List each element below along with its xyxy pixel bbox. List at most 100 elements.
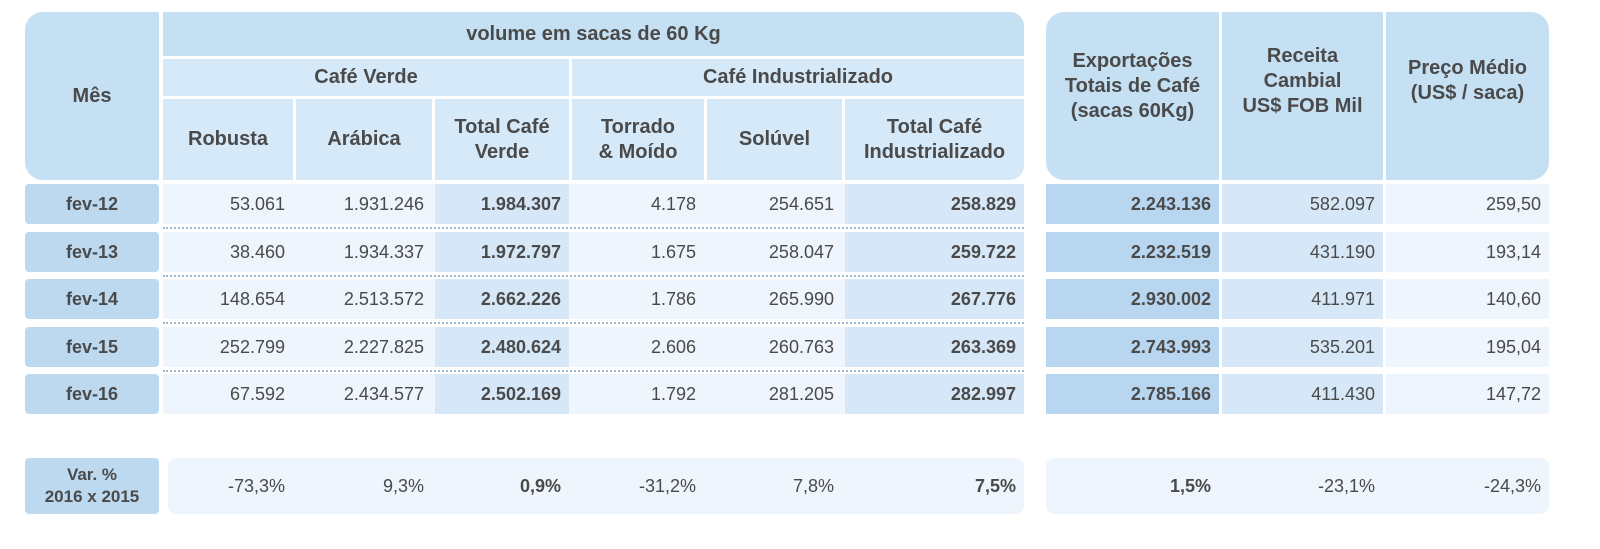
header-exportacoes: Exportações Totais de Café (sacas 60Kg) xyxy=(1046,12,1219,180)
header-preco-line2: (US$ / saca) xyxy=(1410,82,1525,104)
cell-arabica: 1.934.337 xyxy=(343,241,424,262)
header-mes: Mês xyxy=(25,12,159,180)
row-month: fev-16 xyxy=(25,374,159,414)
cell-robusta: 148.654 xyxy=(219,288,285,309)
cell-robusta: 53.061 xyxy=(229,193,285,214)
cell-robusta: 67.592 xyxy=(229,383,285,404)
header-total-verde-line1: Total Café xyxy=(454,115,550,138)
row-month: fev-15 xyxy=(25,327,159,367)
header-preco-line1: Preço Médio xyxy=(1408,57,1527,79)
cell-torrado: 1.675 xyxy=(650,241,696,262)
cell-total-verde: 1.972.797 xyxy=(435,232,569,272)
header-robusta: Robusta xyxy=(163,99,293,180)
cell-receita: 582.097 xyxy=(1222,184,1383,224)
cell-total-industrializado: 282.997 xyxy=(845,374,1024,414)
row-divider xyxy=(163,370,1024,372)
cell-arabica: 2.227.825 xyxy=(343,336,424,357)
cell-soluvel: 260.763 xyxy=(768,336,834,357)
cell-preco: 140,60 xyxy=(1386,279,1549,319)
cell-exportacoes: 2.743.993 xyxy=(1046,327,1219,367)
header-cafe-verde-label: Café Verde xyxy=(314,66,418,88)
cell-total-industrializado: 263.369 xyxy=(845,327,1024,367)
header-arabica-label: Arábica xyxy=(327,128,401,150)
header-receita-line3: US$ FOB Mil xyxy=(1242,94,1363,117)
header-soluvel: Solúvel xyxy=(707,99,842,180)
header-cafe-industrializado-label: Café Industrializado xyxy=(702,66,894,88)
cell-total-verde: 2.502.169 xyxy=(435,374,569,414)
cell-arabica: 1.931.246 xyxy=(343,193,424,214)
header-robusta-label: Robusta xyxy=(188,128,268,150)
header-export-line2: Totais de Café xyxy=(1064,74,1201,97)
var-total-industrializado: 7,5% xyxy=(974,475,1016,496)
header-receita-line2: Cambial xyxy=(1263,69,1342,92)
var-preco: -24,3% xyxy=(1483,475,1541,496)
header-total-industrializado: Total Café Industrializado xyxy=(845,99,1024,180)
header-volume-label: volume em sacas de 60 Kg xyxy=(466,22,721,45)
cell-receita: 411.430 xyxy=(1222,374,1383,414)
var-label-line1: Var. % xyxy=(66,465,118,484)
cell-torrado: 1.786 xyxy=(650,288,696,309)
header-cafe-industrializado: Café Industrializado xyxy=(572,59,1024,96)
cell-total-industrializado: 258.829 xyxy=(845,184,1024,224)
var-label: Var. % 2016 x 2015 xyxy=(25,458,159,514)
header-arabica: Arábica xyxy=(296,99,432,180)
row-month: fev-14 xyxy=(25,279,159,319)
cell-receita: 535.201 xyxy=(1222,327,1383,367)
cell-total-industrializado: 259.722 xyxy=(845,232,1024,272)
row-divider xyxy=(163,227,1024,229)
cell-total-verde: 1.984.307 xyxy=(435,184,569,224)
cell-exportacoes: 2.243.136 xyxy=(1046,184,1219,224)
cell-preco: 147,72 xyxy=(1386,374,1549,414)
var-arabica: 9,3% xyxy=(382,475,424,496)
var-torrado: -31,2% xyxy=(638,475,696,496)
cell-arabica: 2.513.572 xyxy=(343,288,424,309)
row-divider xyxy=(163,275,1024,277)
var-bg-right xyxy=(1046,458,1549,514)
header-cafe-verde: Café Verde xyxy=(163,59,569,96)
var-receita: -23,1% xyxy=(1317,475,1375,496)
cell-receita: 411.971 xyxy=(1222,279,1383,319)
header-total-verde-line2: Verde xyxy=(474,140,530,163)
cell-preco: 195,04 xyxy=(1386,327,1549,367)
header-export-line1: Exportações xyxy=(1072,49,1193,72)
cell-soluvel: 254.651 xyxy=(768,193,834,214)
cell-soluvel: 265.990 xyxy=(768,288,834,309)
header-torrado-line2: & Moído xyxy=(598,140,678,163)
cell-torrado: 2.606 xyxy=(650,336,696,357)
cell-robusta: 38.460 xyxy=(229,241,285,262)
header-soluvel-label: Solúvel xyxy=(738,128,811,150)
row-divider xyxy=(163,322,1024,324)
var-robusta: -73,3% xyxy=(227,475,285,496)
header-preco: Preço Médio (US$ / saca) xyxy=(1386,12,1549,180)
cell-total-verde: 2.662.226 xyxy=(435,279,569,319)
header-receita: Receita Cambial US$ FOB Mil xyxy=(1222,12,1383,180)
header-total-verde: Total Café Verde xyxy=(435,99,569,180)
cell-soluvel: 281.205 xyxy=(768,383,834,404)
cell-exportacoes: 2.232.519 xyxy=(1046,232,1219,272)
header-torrado: Torrado & Moído xyxy=(572,99,704,180)
cell-preco: 193,14 xyxy=(1386,232,1549,272)
cell-total-industrializado: 267.776 xyxy=(845,279,1024,319)
header-export-line3: (sacas 60Kg) xyxy=(1070,99,1195,122)
var-label-line2: 2016 x 2015 xyxy=(44,487,140,506)
header-volume: volume em sacas de 60 Kg xyxy=(163,12,1024,56)
header-total-ind-line1: Total Café xyxy=(886,115,983,138)
header-mes-label: Mês xyxy=(72,84,112,107)
cell-total-verde: 2.480.624 xyxy=(435,327,569,367)
cell-soluvel: 258.047 xyxy=(768,241,834,262)
var-soluvel: 7,8% xyxy=(792,475,834,496)
row-month: fev-13 xyxy=(25,232,159,272)
cell-arabica: 2.434.577 xyxy=(343,383,424,404)
header-torrado-line1: Torrado xyxy=(600,115,676,138)
var-bg-left xyxy=(168,458,1024,514)
cell-torrado: 4.178 xyxy=(650,193,696,214)
header-receita-line1: Receita xyxy=(1266,44,1339,67)
row-month: fev-12 xyxy=(25,184,159,224)
cell-robusta: 252.799 xyxy=(219,336,285,357)
cell-exportacoes: 2.785.166 xyxy=(1046,374,1219,414)
var-exportacoes: 1,5% xyxy=(1169,475,1211,496)
cell-receita: 431.190 xyxy=(1222,232,1383,272)
header-total-ind-line2: Industrializado xyxy=(863,140,1006,163)
cell-exportacoes: 2.930.002 xyxy=(1046,279,1219,319)
cell-torrado: 1.792 xyxy=(650,383,696,404)
